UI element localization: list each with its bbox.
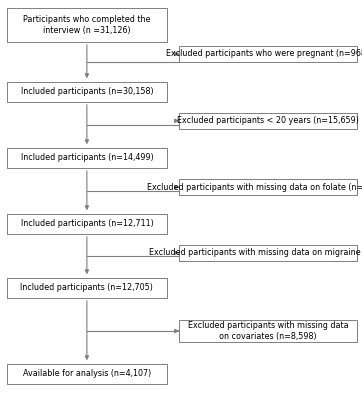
FancyBboxPatch shape (179, 46, 357, 62)
Text: Excluded participants with missing data on migraine (n=6): Excluded participants with missing data … (150, 248, 362, 257)
FancyBboxPatch shape (179, 245, 357, 261)
FancyBboxPatch shape (179, 179, 357, 195)
FancyBboxPatch shape (7, 148, 167, 168)
Text: Available for analysis (n=4,107): Available for analysis (n=4,107) (23, 370, 151, 378)
Text: Excluded participants with missing data on folate (n=1,788): Excluded participants with missing data … (147, 183, 362, 192)
Text: Included participants (n=12,705): Included participants (n=12,705) (20, 284, 153, 292)
Text: Excluded participants < 20 years (n=15,659): Excluded participants < 20 years (n=15,6… (177, 116, 359, 125)
FancyBboxPatch shape (7, 364, 167, 384)
Text: Included participants (n=12,711): Included participants (n=12,711) (21, 220, 153, 228)
FancyBboxPatch shape (7, 214, 167, 234)
FancyBboxPatch shape (179, 320, 357, 342)
FancyBboxPatch shape (7, 278, 167, 298)
Text: Included participants (n=14,499): Included participants (n=14,499) (21, 154, 153, 162)
Text: Excluded participants with missing data
on covariates (n=8,598): Excluded participants with missing data … (188, 321, 348, 341)
Text: Excluded participants who were pregnant (n=968): Excluded participants who were pregnant … (167, 50, 362, 58)
FancyBboxPatch shape (179, 113, 357, 129)
Text: Included participants (n=30,158): Included participants (n=30,158) (21, 88, 153, 96)
FancyBboxPatch shape (7, 8, 167, 42)
FancyBboxPatch shape (7, 82, 167, 102)
Text: Participants who completed the
interview (n =31,126): Participants who completed the interview… (23, 15, 151, 35)
